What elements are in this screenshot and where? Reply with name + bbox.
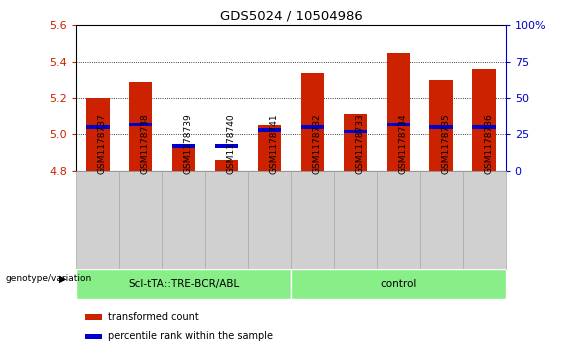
Bar: [215, 160, 238, 171]
Bar: [76, 171, 119, 269]
Text: GSM1178737: GSM1178737: [98, 113, 107, 174]
Text: GSM1178735: GSM1178735: [441, 113, 450, 174]
Bar: [472, 126, 496, 129]
Bar: [172, 144, 195, 148]
Bar: [463, 171, 506, 269]
Text: ▶: ▶: [59, 274, 67, 284]
Text: GSM1178741: GSM1178741: [270, 113, 279, 174]
Bar: [472, 69, 496, 171]
Bar: [386, 53, 410, 171]
Text: GSM1178734: GSM1178734: [398, 113, 407, 174]
Bar: [86, 126, 110, 129]
Bar: [291, 171, 334, 269]
Text: GSM1178732: GSM1178732: [312, 113, 321, 174]
Bar: [429, 126, 453, 129]
Text: GSM1178733: GSM1178733: [355, 113, 364, 174]
Bar: [215, 144, 238, 148]
Bar: [258, 125, 281, 171]
Bar: [129, 82, 153, 171]
Bar: [386, 123, 410, 126]
Bar: [86, 98, 110, 171]
Bar: [377, 171, 420, 269]
Bar: [258, 129, 281, 132]
Text: transformed count: transformed count: [108, 312, 199, 322]
Bar: [172, 145, 195, 171]
Bar: [85, 314, 102, 320]
Bar: [76, 269, 291, 299]
Text: Scl-tTA::TRE-BCR/ABL: Scl-tTA::TRE-BCR/ABL: [128, 279, 239, 289]
Bar: [301, 126, 324, 129]
Bar: [334, 171, 377, 269]
Bar: [344, 114, 367, 171]
Text: GSM1178736: GSM1178736: [484, 113, 493, 174]
Bar: [248, 171, 291, 269]
Bar: [205, 171, 248, 269]
Bar: [119, 171, 162, 269]
Bar: [85, 334, 102, 339]
Text: control: control: [380, 279, 416, 289]
Title: GDS5024 / 10504986: GDS5024 / 10504986: [220, 10, 362, 23]
Text: GSM1178739: GSM1178739: [184, 113, 193, 174]
Text: genotype/variation: genotype/variation: [6, 274, 92, 283]
Bar: [291, 269, 506, 299]
Bar: [129, 123, 153, 126]
Bar: [429, 80, 453, 171]
Bar: [162, 171, 205, 269]
Bar: [344, 130, 367, 133]
Text: GSM1178738: GSM1178738: [141, 113, 150, 174]
Text: percentile rank within the sample: percentile rank within the sample: [108, 331, 273, 341]
Bar: [301, 73, 324, 171]
Bar: [420, 171, 463, 269]
Text: GSM1178740: GSM1178740: [227, 113, 236, 174]
